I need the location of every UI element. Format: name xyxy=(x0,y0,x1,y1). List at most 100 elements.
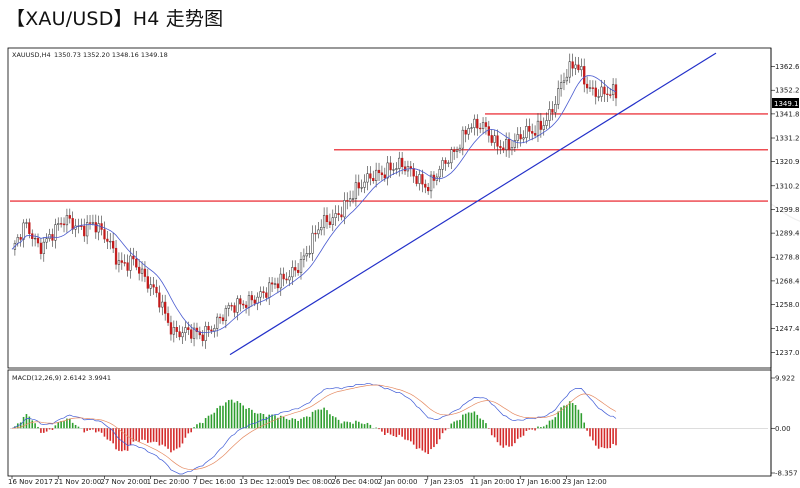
candle-body xyxy=(516,134,519,141)
candle-body xyxy=(285,278,288,281)
candle-body xyxy=(331,217,334,225)
candle-body xyxy=(172,327,175,335)
candle-body xyxy=(36,237,40,244)
candle-body xyxy=(181,332,184,338)
candle-body xyxy=(522,137,525,140)
candle-body xyxy=(467,128,470,135)
candle-body xyxy=(282,273,285,280)
candle-body xyxy=(401,157,404,168)
candle-body xyxy=(65,215,69,226)
time-tick-label: 26 Dec 04:00 xyxy=(331,478,378,486)
candle-body xyxy=(213,328,216,332)
price-tick-label: 1352.20 xyxy=(775,87,800,95)
candle-body xyxy=(227,305,230,309)
candle-body xyxy=(389,162,392,171)
price-tick-label: 1258.00 xyxy=(775,301,800,309)
candle-body xyxy=(450,149,453,164)
trendline xyxy=(229,52,717,356)
time-tick-label: 2 Jan 00:00 xyxy=(378,478,418,486)
candle-body xyxy=(377,169,381,174)
candle-body xyxy=(178,331,181,338)
candle-body xyxy=(256,296,259,304)
candle-body xyxy=(276,283,280,289)
candle-body xyxy=(606,93,609,96)
candle-body xyxy=(83,225,86,237)
candle-body xyxy=(554,103,557,113)
macd-axis-ticks: 9.922 0.00 -8.357 xyxy=(771,375,798,478)
price-axis-ticks: 1362.60 1352.20 1341.80 1331.20 1320.90 1310.… xyxy=(771,63,800,357)
candle-body xyxy=(149,284,152,289)
candle-body xyxy=(507,139,511,151)
macd-signal-line xyxy=(11,384,617,471)
candle-body xyxy=(392,169,395,171)
candle-body xyxy=(490,135,493,143)
candle-body xyxy=(262,291,265,293)
candle-body xyxy=(591,87,595,89)
candle-body xyxy=(138,266,141,274)
candle-body xyxy=(299,259,303,273)
candle-body xyxy=(585,83,589,89)
price-panel-frame xyxy=(7,47,772,369)
candle-body xyxy=(470,127,473,129)
candle-body xyxy=(302,255,306,260)
candle-body xyxy=(244,304,248,308)
candle-body xyxy=(574,64,577,69)
time-tick-label: 23 Jan 12:00 xyxy=(562,478,606,486)
candle-body xyxy=(114,247,118,265)
candle-body xyxy=(374,169,378,181)
candle-body xyxy=(322,215,326,228)
candle-body xyxy=(59,223,63,225)
candle-body xyxy=(169,322,173,335)
candle-body xyxy=(609,94,612,96)
price-panel-header-symbol: XAUUSD,H4 xyxy=(12,51,51,59)
candle-body xyxy=(288,276,291,281)
candle-body xyxy=(242,303,245,306)
candle-body xyxy=(412,168,415,177)
candle-body xyxy=(427,187,430,192)
candle-body xyxy=(48,234,51,239)
candle-body xyxy=(395,168,398,170)
time-tick-label: 11 Jan 20:00 xyxy=(470,478,514,486)
candle-body xyxy=(380,172,384,176)
candle-body xyxy=(296,269,300,273)
candle-body xyxy=(476,118,479,129)
candle-body xyxy=(216,316,219,329)
candle-body xyxy=(366,173,369,183)
candle-body xyxy=(259,291,262,298)
candle-body xyxy=(201,334,204,341)
candle-body xyxy=(62,223,66,226)
candle-body xyxy=(418,174,421,184)
candle-body xyxy=(597,96,600,98)
candle-body xyxy=(42,241,45,254)
candle-body xyxy=(340,214,343,218)
candle-body xyxy=(91,222,95,224)
candle-body xyxy=(559,82,563,89)
time-tick-label: 16 Nov 2017 xyxy=(8,478,53,486)
candle-body xyxy=(204,325,207,341)
candle-body xyxy=(562,80,566,83)
time-tick-label: 13 Dec 12:00 xyxy=(239,478,286,486)
candle-body xyxy=(513,140,516,148)
candle-body xyxy=(424,183,427,188)
time-tick-label: 17 Jan 16:00 xyxy=(516,478,560,486)
candle-body xyxy=(438,168,441,178)
candle-body xyxy=(429,174,433,192)
candle-body xyxy=(233,305,236,313)
candle-body xyxy=(536,120,540,136)
candle-body xyxy=(192,327,196,339)
candle-body xyxy=(603,86,606,95)
candle-body xyxy=(464,129,467,135)
candle-body xyxy=(28,222,31,234)
candle-body xyxy=(479,127,482,130)
price-tick-label: 1247.40 xyxy=(775,325,800,333)
candle-body xyxy=(158,292,161,308)
candle-body xyxy=(317,229,320,235)
candle-body xyxy=(106,238,109,242)
candle-body xyxy=(600,86,603,97)
current-price-box xyxy=(772,98,799,108)
price-tick-label: 1331.20 xyxy=(775,135,800,143)
candle-body xyxy=(250,295,254,301)
price-tick-label: 1320.90 xyxy=(775,158,800,166)
macd-panel-header: MACD(12,26,9) 2.6142 3.9941 xyxy=(12,374,111,382)
candle-body xyxy=(577,64,580,71)
